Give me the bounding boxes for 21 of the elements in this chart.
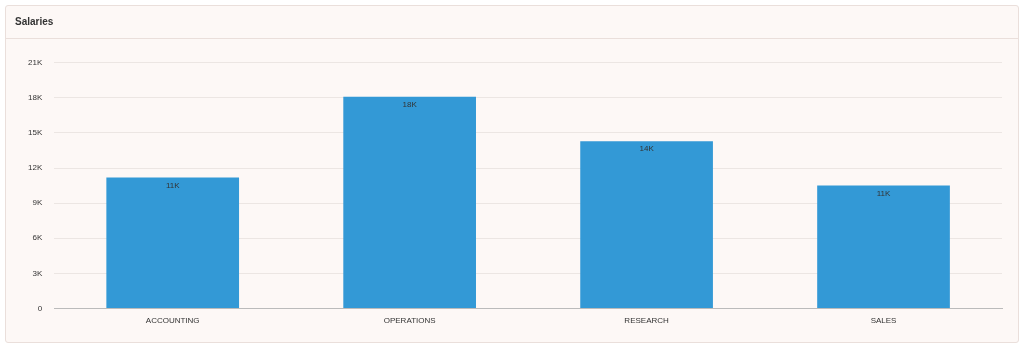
x-tick-label: OPERATIONS — [383, 316, 436, 326]
x-tick-label: ACCOUNTING — [145, 316, 200, 326]
data-label: 11K — [876, 188, 892, 198]
x-tick-label: RESEARCH — [624, 316, 670, 326]
data-label: 11K — [165, 180, 181, 190]
x-tick-label: SALES — [870, 316, 897, 326]
bar — [106, 177, 240, 308]
chart-title: Salaries — [15, 16, 54, 27]
data-label: 18K — [402, 99, 418, 109]
y-tick-label: 12K — [28, 163, 43, 173]
y-tick-label: 3K — [32, 268, 43, 278]
bar — [580, 141, 713, 308]
y-tick-label: 9K — [32, 198, 43, 208]
bar — [343, 96, 476, 308]
y-tick-label: 0 — [37, 303, 43, 313]
y-tick-label: 6K — [32, 233, 43, 243]
y-tick-label: 21K — [28, 58, 43, 67]
y-tick-label: 18K — [28, 93, 43, 103]
bar — [817, 185, 950, 308]
y-tick-label: 15K — [28, 128, 43, 138]
data-label: 14K — [639, 144, 655, 154]
